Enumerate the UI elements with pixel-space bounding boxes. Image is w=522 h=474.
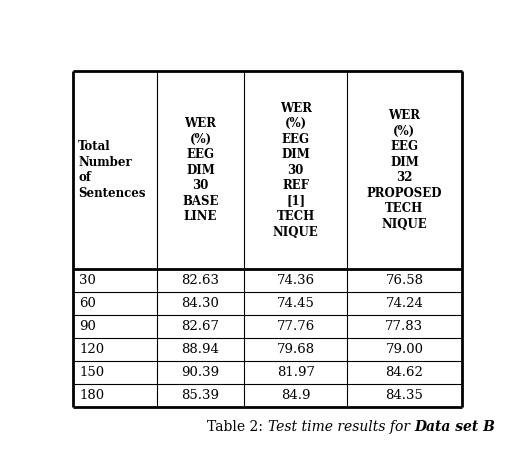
Text: 84.62: 84.62	[385, 365, 423, 379]
Text: 74.24: 74.24	[385, 297, 423, 310]
Text: 77.83: 77.83	[385, 319, 423, 333]
Text: 84.9: 84.9	[281, 389, 311, 401]
Text: 150: 150	[79, 365, 104, 379]
Text: 84.30: 84.30	[182, 297, 219, 310]
Text: 76.58: 76.58	[385, 273, 423, 287]
Text: 82.67: 82.67	[182, 319, 220, 333]
Text: Total
Number
of
Sentences: Total Number of Sentences	[78, 140, 146, 200]
Text: 30: 30	[79, 273, 96, 287]
Text: 77.76: 77.76	[277, 319, 315, 333]
Text: 81.97: 81.97	[277, 365, 315, 379]
Text: Data set B: Data set B	[414, 419, 495, 434]
Text: 82.63: 82.63	[182, 273, 220, 287]
Text: 74.36: 74.36	[277, 273, 315, 287]
Text: WER
(%)
EEG
DIM
32
PROPOSED
TECH
NIQUE: WER (%) EEG DIM 32 PROPOSED TECH NIQUE	[366, 109, 442, 231]
Text: 120: 120	[79, 343, 104, 356]
Text: 90.39: 90.39	[182, 365, 220, 379]
Text: 85.39: 85.39	[182, 389, 220, 401]
Text: 79.68: 79.68	[277, 343, 315, 356]
Text: 90: 90	[79, 319, 96, 333]
Text: Table 2:: Table 2:	[207, 419, 267, 434]
Text: 180: 180	[79, 389, 104, 401]
Text: 88.94: 88.94	[182, 343, 219, 356]
Text: WER
(%)
EEG
DIM
30
REF
[1]
TECH
NIQUE: WER (%) EEG DIM 30 REF [1] TECH NIQUE	[273, 101, 318, 238]
Text: Test time results for: Test time results for	[267, 419, 414, 434]
Text: 79.00: 79.00	[385, 343, 423, 356]
Text: 74.45: 74.45	[277, 297, 315, 310]
Text: 60: 60	[79, 297, 96, 310]
Text: WER
(%)
EEG
DIM
30
BASE
LINE: WER (%) EEG DIM 30 BASE LINE	[182, 117, 219, 223]
Text: 84.35: 84.35	[385, 389, 423, 401]
